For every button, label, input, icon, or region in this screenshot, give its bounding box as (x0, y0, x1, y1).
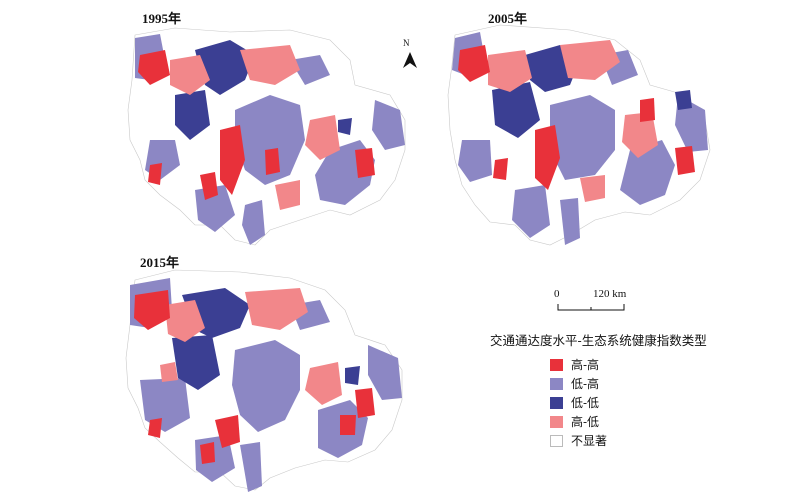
legend-title: 交通通达度水平-生态系统健康指数类型 (490, 333, 707, 348)
cluster-high-low (160, 288, 342, 405)
swatch (550, 415, 563, 428)
panel-title: 2015年 (140, 255, 180, 270)
cluster-high-low (170, 45, 340, 210)
map-panel-2015: 2015年 (0, 250, 420, 503)
lisa-cluster-map (125, 269, 403, 492)
scale-bar (557, 304, 625, 311)
legend-item-low-high: 低-高 (550, 374, 730, 393)
swatch (550, 434, 563, 447)
legend-label: 不显著 (571, 434, 608, 448)
swatch (550, 396, 563, 409)
legend: 交通通达度水平-生态系统健康指数类型 高-高 低-高 低-低 高-低 不显著 (490, 330, 730, 450)
panel-title: 2005年 (488, 11, 528, 26)
legend-item-low-low: 低-低 (550, 393, 730, 412)
cluster-high-high (134, 290, 375, 464)
swatch (550, 358, 563, 371)
scale-start-label: 0 (554, 288, 560, 300)
legend-label: 高-高 (571, 358, 600, 372)
cluster-low-low (175, 40, 352, 140)
north-label: N (403, 38, 410, 48)
map-panel-2005: 2005年 (400, 0, 800, 260)
cluster-high-low (488, 40, 658, 202)
legend-label: 高-低 (571, 415, 600, 429)
map-panel-1995: 1995年 (0, 0, 420, 250)
lisa-cluster-map (127, 27, 406, 246)
panel-title: 1995年 (142, 11, 182, 26)
cluster-high-high (138, 50, 375, 200)
legend-item-not-significant: 不显著 (550, 431, 730, 450)
legend-label: 低-高 (571, 377, 600, 391)
lisa-cluster-map (447, 24, 711, 246)
scale-end-label: 120 km (593, 288, 627, 300)
legend-label: 低-低 (571, 396, 600, 410)
swatch (550, 377, 563, 390)
cluster-high-high (458, 45, 695, 190)
north-arrow-icon (403, 52, 417, 68)
legend-item-high-high: 高-高 (550, 355, 730, 374)
legend-item-high-low: 高-低 (550, 412, 730, 431)
